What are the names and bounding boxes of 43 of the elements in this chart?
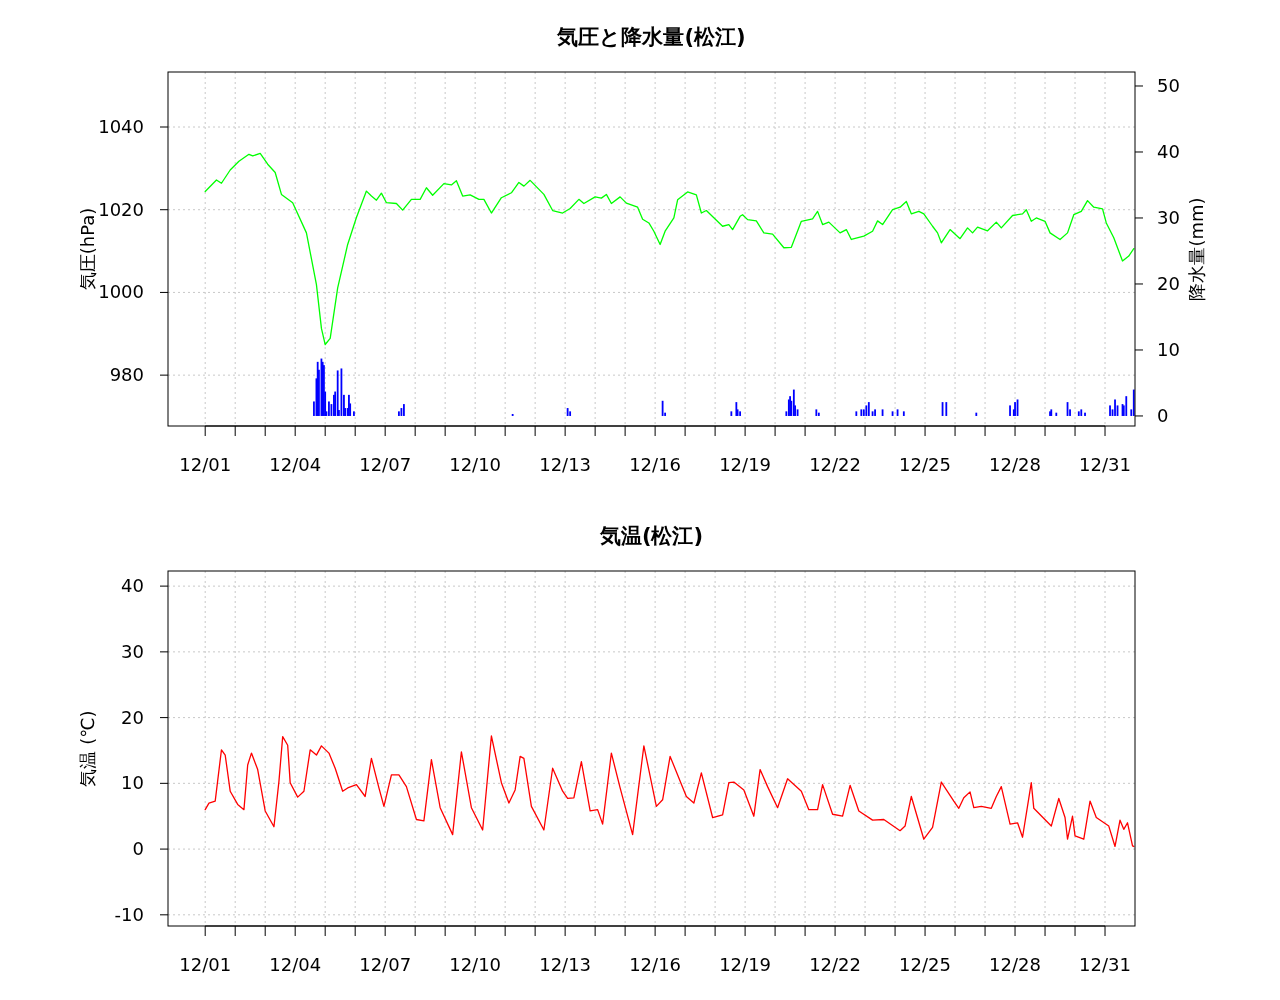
y-tick-label: 1000	[98, 281, 144, 303]
x-tick-label: 12/16	[629, 454, 682, 475]
y2-tick-label: 30	[1157, 206, 1180, 228]
y2-tick-label: 50	[1157, 74, 1180, 96]
x-tick-label: 12/01	[179, 454, 232, 475]
y-tick-label: 20	[121, 706, 144, 728]
chart-title: 気圧と降水量(松江)	[556, 25, 746, 49]
y-tick-label: 980	[109, 364, 144, 386]
y-tick-label: 10	[121, 772, 144, 794]
y-tick-label: 30	[121, 640, 144, 662]
y2-tick-label: 0	[1157, 404, 1169, 426]
x-tick-label: 12/01	[179, 954, 232, 975]
x-tick-label: 12/16	[629, 954, 682, 975]
x-tick-label: 12/22	[809, 454, 862, 475]
x-tick-label: 12/07	[359, 454, 412, 475]
x-tick-label: 12/10	[449, 454, 502, 475]
x-tick-label: 12/22	[809, 954, 862, 975]
y-tick-label: -10	[114, 903, 144, 925]
y-tick-label: 1040	[98, 116, 144, 137]
x-tick-label: 12/07	[359, 954, 412, 975]
x-tick-label: 12/25	[899, 454, 951, 475]
x-tick-label: 12/04	[269, 454, 322, 475]
x-tick-label: 12/25	[899, 954, 951, 975]
y2-tick-label: 40	[1157, 140, 1180, 162]
x-tick-label: 12/19	[719, 454, 772, 475]
y-axis-title: 気圧(hPa)	[77, 207, 98, 291]
x-tick-label: 12/13	[539, 954, 592, 975]
x-tick-label: 12/10	[449, 954, 502, 975]
y-tick-label: 1020	[98, 198, 144, 220]
y2-tick-label: 20	[1157, 272, 1180, 294]
y-axis-title: 気温 (℃)	[77, 710, 98, 787]
x-tick-label: 12/19	[719, 954, 772, 975]
y-tick-label: 0	[132, 838, 144, 860]
x-tick-label: 12/13	[539, 454, 592, 475]
y-tick-label: 40	[121, 575, 144, 597]
chart-title: 気温(松江)	[598, 524, 704, 548]
x-tick-label: 12/31	[1079, 454, 1131, 475]
x-tick-label: 12/04	[269, 954, 322, 975]
y2-axis-title: 降水量(mm)	[1186, 197, 1207, 301]
y2-tick-label: 10	[1157, 338, 1180, 360]
x-tick-label: 12/28	[989, 954, 1041, 975]
x-tick-label: 12/31	[1079, 954, 1131, 975]
x-tick-label: 12/28	[989, 454, 1041, 475]
